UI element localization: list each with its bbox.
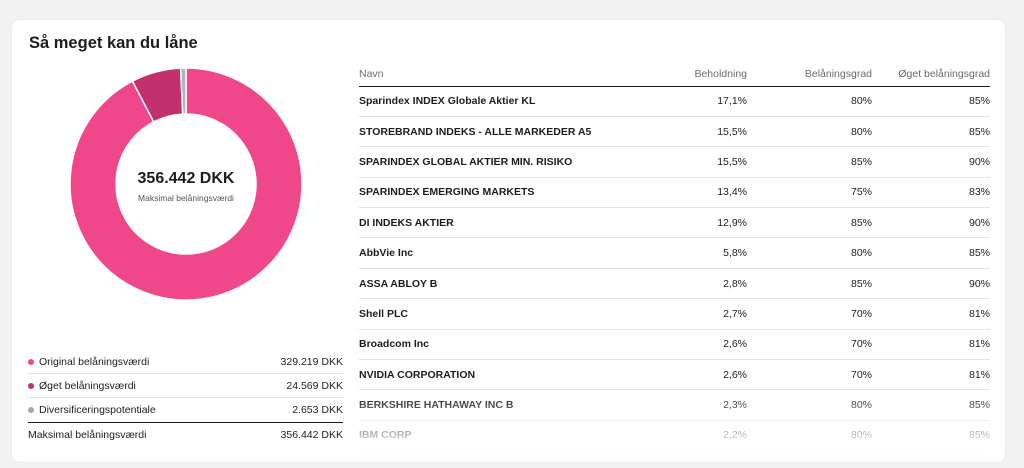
- cell-rate: 80%: [747, 420, 872, 452]
- cell-increased-rate: 85%: [872, 116, 990, 148]
- cell-holding: 2,3%: [621, 389, 747, 421]
- cell-name: AbbVie Inc: [359, 237, 621, 269]
- cell-increased-rate: 81%: [872, 298, 990, 330]
- cell-rate: 80%: [747, 116, 872, 148]
- cell-increased-rate: 83%: [872, 177, 990, 209]
- cell-rate: 85%: [747, 207, 872, 239]
- table-row: SPARINDEX EMERGING MARKETS 13,4% 75% 83%: [359, 177, 990, 209]
- cell-increased-rate: 85%: [872, 86, 990, 117]
- legend-total-label: Maksimal belåningsværdi: [28, 428, 147, 441]
- table-row: Broadcom Inc 2,6% 70% 81%: [359, 329, 990, 361]
- cell-increased-rate: 85%: [872, 420, 990, 452]
- cell-holding: 2,6%: [621, 359, 747, 391]
- cell-holding: 2,7%: [621, 298, 747, 330]
- card-title: Så meget kan du låne: [29, 34, 198, 52]
- cell-holding: 13,4%: [621, 177, 747, 209]
- legend-label: Original belåningsværdi: [39, 355, 150, 368]
- legend-dot-diversification: [28, 407, 34, 413]
- cell-name: Broadcom Inc: [359, 329, 621, 361]
- cell-rate: 80%: [747, 86, 872, 117]
- cell-increased-rate: 90%: [872, 146, 990, 178]
- cell-rate: 75%: [747, 177, 872, 209]
- cell-name: BERKSHIRE HATHAWAY INC B: [359, 389, 621, 421]
- legend-value: 24.569 DKK: [286, 379, 343, 392]
- cell-rate: 80%: [747, 389, 872, 421]
- legend-label: Øget belåningsværdi: [39, 379, 136, 392]
- legend-label: Diversificeringspotentiale: [39, 404, 156, 416]
- cell-increased-rate: 81%: [872, 329, 990, 361]
- holdings-table: Navn Beholdning Belåningsgrad Øget belån…: [359, 62, 990, 452]
- cell-rate: 70%: [747, 329, 872, 361]
- cell-name: SPARINDEX EMERGING MARKETS: [359, 177, 621, 209]
- cell-holding: 15,5%: [621, 116, 747, 148]
- cell-increased-rate: 90%: [872, 207, 990, 239]
- header-holding: Beholdning: [621, 62, 747, 87]
- cell-name: Sparindex INDEX Globale Aktier KL: [359, 86, 621, 117]
- cell-holding: 12,9%: [621, 207, 747, 239]
- donut-slice-original[interactable]: [69, 67, 303, 301]
- cell-increased-rate: 81%: [872, 359, 990, 391]
- legend-dot-original: [28, 358, 34, 365]
- cell-holding: 17,1%: [621, 86, 747, 117]
- table-row: DI INDEKS AKTIER 12,9% 85% 90%: [359, 207, 990, 239]
- legend-item-original: Original belåningsværdi 329.219 DKK: [28, 350, 343, 374]
- legend-total-row: Maksimal belåningsværdi 356.442 DKK: [28, 422, 343, 446]
- cell-rate: 80%: [747, 237, 872, 269]
- donut-slice-diversification[interactable]: [179, 67, 187, 115]
- donut-svg: [69, 67, 303, 301]
- table-row: STOREBRAND INDEKS - ALLE MARKEDER A5 15,5…: [359, 116, 990, 148]
- table-row: ASSA ABLOY B 2,8% 85% 90%: [359, 268, 990, 300]
- cell-holding: 2,6%: [621, 329, 747, 361]
- cell-rate: 70%: [747, 359, 872, 391]
- legend-item-diversification: Diversificeringspotentiale 2.653 DKK: [28, 398, 343, 422]
- cell-name: SPARINDEX GLOBAL AKTIER MIN. RISIKO: [359, 146, 621, 178]
- table-row: Shell PLC 2,7% 70% 81%: [359, 298, 990, 330]
- legend: Original belåningsværdi 329.219 DKK Øget…: [28, 350, 343, 446]
- donut-center: 356.442 DKK Maksimal belåningsværdi: [69, 67, 303, 301]
- donut-chart: 356.442 DKK Maksimal belåningsværdi: [69, 67, 303, 301]
- cell-name: NVIDIA CORPORATION: [359, 359, 621, 391]
- legend-dot-increased: [28, 382, 34, 389]
- cell-holding: 2,8%: [621, 268, 747, 300]
- loan-capacity-card: Så meget kan du låne 356.442 DKK Maksima…: [12, 20, 1005, 462]
- table-row: Sparindex INDEX Globale Aktier KL 17,1% 80…: [359, 86, 990, 117]
- table-row: AbbVie Inc 5,8% 80% 85%: [359, 237, 990, 269]
- cell-name: IBM CORP: [359, 420, 621, 452]
- cell-increased-rate: 90%: [872, 268, 990, 300]
- header-rate: Belåningsgrad: [747, 62, 872, 87]
- legend-item-increased: Øget belåningsværdi 24.569 DKK: [28, 374, 343, 398]
- table-row: IBM CORP 2,2% 80% 85%: [359, 420, 990, 452]
- cell-rate: 70%: [747, 298, 872, 330]
- legend-total-value: 356.442 DKK: [280, 428, 343, 441]
- table-row: SPARINDEX GLOBAL AKTIER MIN. RISIKO 15,5%…: [359, 146, 990, 178]
- holdings-table-container[interactable]: Navn Beholdning Belåningsgrad Øget belån…: [359, 62, 990, 462]
- cell-name: ASSA ABLOY B: [359, 268, 621, 300]
- cell-increased-rate: 85%: [872, 237, 990, 269]
- cell-holding: 5,8%: [621, 237, 747, 269]
- cell-name: Shell PLC: [359, 298, 621, 330]
- table-row: BERKSHIRE HATHAWAY INC B 2,3% 80% 85%: [359, 389, 990, 421]
- table-row: NVIDIA CORPORATION 2,6% 70% 81%: [359, 359, 990, 391]
- cell-increased-rate: 85%: [872, 389, 990, 421]
- cell-rate: 85%: [747, 268, 872, 300]
- cell-holding: 2,2%: [621, 420, 747, 452]
- legend-value: 329.219 DKK: [280, 355, 343, 368]
- cell-rate: 85%: [747, 146, 872, 178]
- header-name: Navn: [359, 62, 621, 87]
- cell-name: DI INDEKS AKTIER: [359, 207, 621, 239]
- table-body: Sparindex INDEX Globale Aktier KL 17,1% 80…: [359, 86, 990, 452]
- table-header-row: Navn Beholdning Belåningsgrad Øget belån…: [359, 62, 990, 87]
- cell-holding: 15,5%: [621, 146, 747, 178]
- donut-total-value: 356.442 DKK: [137, 169, 235, 187]
- donut-subtitle: Maksimal belåningsværdi: [138, 192, 234, 203]
- legend-value: 2.653 DKK: [292, 404, 343, 416]
- cell-name: STOREBRAND INDEKS - ALLE MARKEDER A5: [359, 116, 621, 148]
- header-increased-rate: Øget belåningsgrad: [872, 62, 990, 87]
